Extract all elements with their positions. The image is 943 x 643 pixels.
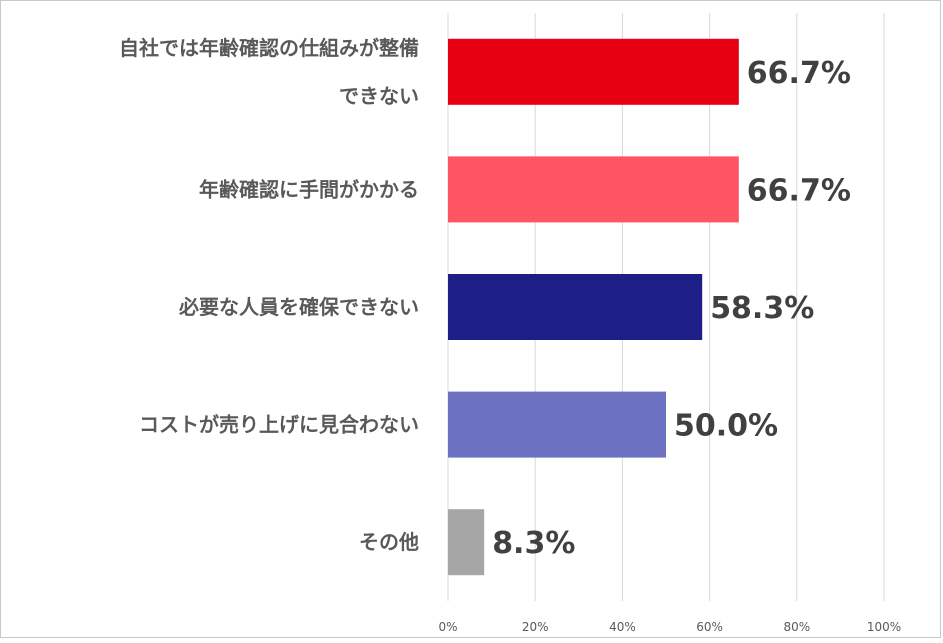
category-label: 必要な人員を確保できない xyxy=(178,295,419,319)
bar xyxy=(448,391,666,458)
bar xyxy=(448,38,739,105)
bar xyxy=(448,509,485,576)
data-label: 66.7% xyxy=(747,56,851,91)
x-tick-label: 40% xyxy=(609,620,636,634)
x-tick-label: 20% xyxy=(522,620,549,634)
x-tick-label: 80% xyxy=(783,620,810,634)
category-label: その他 xyxy=(359,530,419,554)
data-label: 8.3% xyxy=(492,526,575,561)
data-label: 66.7% xyxy=(747,173,851,208)
data-label: 58.3% xyxy=(710,291,814,326)
bar xyxy=(448,156,739,223)
category-label: できない xyxy=(339,84,419,108)
bars xyxy=(448,38,739,576)
category-label: コストが売り上げに見合わない xyxy=(139,413,419,437)
x-tick-label: 60% xyxy=(696,620,723,634)
bar xyxy=(448,274,703,340)
category-label: 自社では年齢確認の仕組みが整備 xyxy=(119,36,419,60)
labels: 0% 20% 40% 60% 80% 100% 66.7% 自社では年齢確認の仕組みが整備でき… xyxy=(119,36,901,634)
data-label: 50.0% xyxy=(674,409,778,444)
category-label: 年齢確認に手間がかかる xyxy=(199,177,419,201)
x-tick-label: 0% xyxy=(438,620,457,634)
x-tick-label: 100% xyxy=(867,620,901,634)
